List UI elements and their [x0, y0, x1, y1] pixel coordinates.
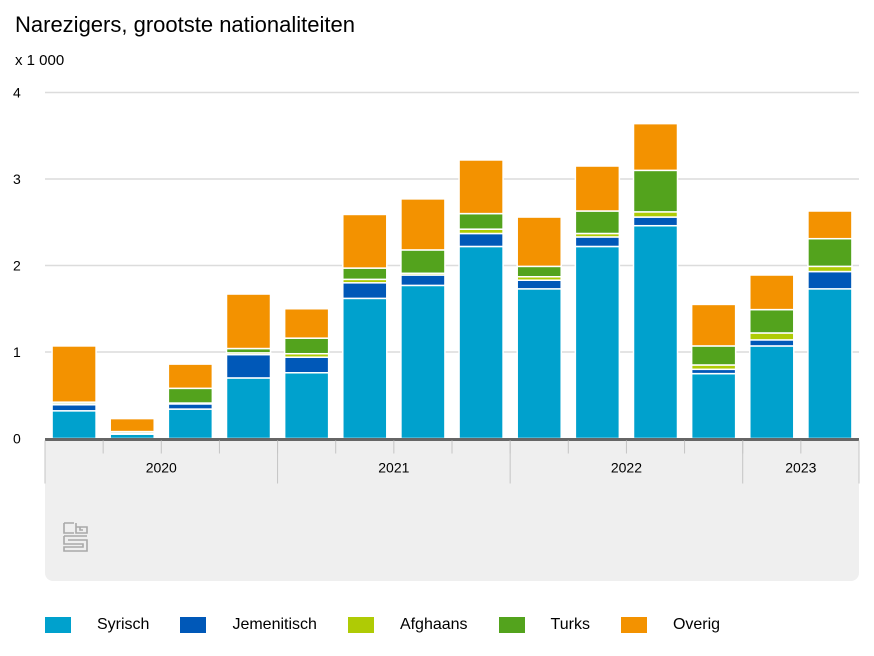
x-tick-label: 2020: [146, 460, 177, 476]
y-tick-label: 0: [13, 431, 21, 447]
bar-segment-overig: [632, 122, 679, 172]
x-axis: 2020 2021 2022 2023: [44, 438, 860, 484]
legend-swatch: [620, 617, 647, 633]
bar-segment-turks: [749, 308, 795, 334]
bar-segment-syrisch: [632, 224, 679, 440]
y-tick-label: 1: [13, 344, 21, 360]
bar-segment-syrisch: [283, 372, 330, 440]
bar-segment-jemenitisch: [807, 270, 853, 290]
bar-segment-turks: [690, 345, 737, 366]
bar-segment-syrisch: [342, 297, 388, 440]
bar-segment-overig: [574, 165, 621, 212]
bar-segment-overig: [690, 303, 737, 347]
bar-segment-turks: [342, 267, 388, 281]
bar-segment-jemenitisch: [574, 236, 621, 248]
bar-segment-turks: [632, 169, 679, 213]
bar-segment-overig: [283, 308, 330, 339]
bars: [51, 122, 853, 440]
legend-label: Turks: [550, 616, 590, 633]
bar-segment-syrisch: [458, 245, 504, 440]
legend-item-overig[interactable]: Overig: [620, 616, 721, 634]
bar-segment-overig: [807, 210, 853, 240]
legend-label: Afghaans: [399, 616, 468, 633]
bar-segment-syrisch: [51, 410, 97, 440]
legend-label: Syrisch: [97, 616, 150, 633]
bar-segment-overig: [225, 293, 272, 350]
bar-segment-turks: [167, 387, 214, 404]
bar-segment-jemenitisch: [167, 403, 214, 410]
bar-segment-syrisch: [690, 372, 737, 440]
bar-segment-syrisch: [749, 345, 795, 440]
y-tick-label: 4: [13, 85, 21, 101]
y-tick-label: 2: [13, 258, 21, 274]
legend-label: Jemenitisch: [232, 616, 317, 633]
legend-item-turks[interactable]: Turks: [498, 616, 590, 634]
x-axis-panel: [45, 439, 859, 581]
bar-segment-afghaans: [632, 211, 679, 218]
bar-segment-turks: [400, 249, 446, 275]
bar-segment-turks: [807, 237, 853, 268]
bar-segment-syrisch: [400, 284, 446, 440]
bar-segment-syrisch: [574, 245, 621, 440]
bar-segment-afghaans: [807, 265, 853, 273]
x-tick-label: 2022: [611, 460, 642, 476]
x-tick-label: 2023: [785, 460, 816, 476]
bar-segment-jemenitisch: [225, 353, 272, 379]
legend-swatch: [180, 617, 207, 633]
bar-segment-jemenitisch: [516, 279, 562, 290]
chart-title: Narezigers, grootste nationaliteiten: [15, 12, 355, 37]
bar-segment-overig: [516, 216, 562, 268]
bar-segment-jemenitisch: [342, 282, 388, 300]
bar-segment-turks: [516, 265, 562, 278]
legend-item-afghaans[interactable]: Afghaans: [347, 616, 468, 634]
stacked-bar-chart: 0 1 2 3 4 2020 2021 2022 2023: [13, 85, 860, 581]
y-axis-ticks: 0 1 2 3 4: [13, 85, 21, 447]
bar-segment-jemenitisch: [632, 216, 679, 227]
bar-segment-overig: [400, 198, 446, 251]
bar-segment-syrisch: [516, 288, 562, 440]
bar-segment-overig: [109, 417, 155, 433]
y-tick-label: 3: [13, 171, 21, 187]
gridlines: [45, 91, 859, 353]
bar-segment-syrisch: [807, 288, 853, 440]
bar-segment-overig: [342, 213, 388, 269]
y-axis-unit-label: x 1 000: [15, 52, 65, 69]
bar-segment-afghaans: [749, 332, 795, 341]
bar-segment-turks: [458, 212, 504, 230]
x-tick-label: 2021: [378, 460, 409, 476]
bar-segment-jemenitisch: [283, 356, 330, 374]
bar-segment-jemenitisch: [51, 404, 97, 412]
legend-item-syrisch[interactable]: Syrisch: [45, 616, 149, 634]
legend-swatch: [498, 617, 525, 633]
bar-segment-syrisch: [225, 377, 272, 440]
bar-segment-turks: [574, 210, 621, 235]
cbs-logo-icon: [63, 522, 88, 552]
bar-segment-overig: [167, 363, 214, 390]
legend-swatch: [45, 617, 71, 633]
bar-segment-jemenitisch: [458, 232, 504, 248]
bar-segment-syrisch: [167, 408, 214, 440]
bar-segment-turks: [283, 337, 330, 355]
legend-label: Overig: [672, 616, 721, 633]
bar-segment-overig: [51, 345, 97, 403]
bar-segment-overig: [749, 274, 795, 311]
bar-segment-overig: [458, 159, 504, 215]
legend-item-jemenitisch[interactable]: Jemenitisch: [180, 616, 317, 634]
legend: Syrisch Jemenitisch Afghaans Turks Overig: [45, 616, 751, 634]
bar-segment-jemenitisch: [749, 339, 795, 347]
bar-segment-jemenitisch: [400, 274, 446, 287]
legend-swatch: [347, 617, 374, 633]
